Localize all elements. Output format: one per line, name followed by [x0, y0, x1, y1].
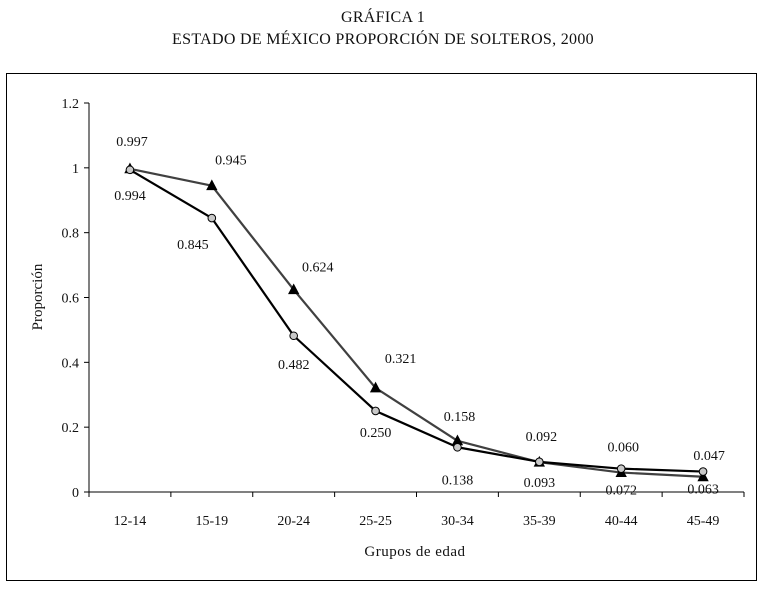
circle-marker [535, 457, 544, 467]
y-tick-label: 0.6 [62, 292, 80, 307]
chart-title: GRÁFICA 1 [340, 9, 426, 26]
data-label: 0.047 [693, 449, 725, 464]
series-lines [129, 167, 704, 478]
data-label: 0.624 [302, 261, 334, 276]
y-tick-label: 0.4 [62, 356, 80, 371]
x-tick-label: 25-25 [359, 514, 392, 529]
x-tick-label: 12-14 [114, 514, 147, 529]
series-line-circle [129, 168, 704, 473]
triangle-marker [206, 179, 218, 191]
data-label: 0.482 [278, 358, 310, 373]
x-tick-label: 40-44 [605, 514, 638, 529]
chart-frame [6, 73, 757, 581]
data-label: 0.158 [444, 410, 476, 425]
circle-marker [616, 464, 626, 473]
data-label: 0.138 [442, 473, 474, 488]
data-label: 0.845 [177, 238, 209, 253]
circle-marker [698, 467, 708, 476]
series-line-triangle [129, 167, 704, 478]
triangle-marker [369, 381, 382, 393]
y-tick-label: 0 [72, 486, 79, 501]
circle-marker [453, 442, 462, 452]
x-tick-label: 20-24 [277, 514, 310, 529]
axes: 0 0.2 0.4 0.6 0.8 1 1.2 12-14 15-19 20-24 25-25 30-… [62, 97, 745, 529]
triangle-marker [697, 470, 709, 482]
chart-subtitle: ESTADO DE MÉXICO PROPORCIÓN DE SOLTEROS,… [172, 31, 594, 48]
y-tick-label: 0.8 [62, 227, 80, 242]
x-tick-label: 30-34 [441, 514, 474, 529]
circle-marker [371, 406, 380, 416]
data-label: 0.093 [524, 476, 556, 491]
x-axis-label: Grupos de edad [364, 544, 465, 560]
data-label: 0.063 [687, 483, 719, 498]
x-tick-label: 15-19 [195, 514, 228, 529]
circle-marker [289, 331, 298, 341]
data-label: 0.250 [360, 426, 392, 441]
series-markers [124, 162, 709, 482]
x-tick-label: 45-49 [687, 514, 720, 529]
y-axis-label: Proporción [30, 263, 46, 330]
y-tick-label: 1 [72, 162, 79, 177]
data-label: 0.945 [215, 154, 247, 169]
triangle-marker [288, 283, 300, 295]
x-tick-label: 35-39 [523, 514, 556, 529]
data-label: 0.321 [385, 352, 417, 367]
circle-marker [125, 165, 135, 175]
data-label: 0.060 [607, 441, 639, 456]
data-label: 0.072 [605, 484, 637, 499]
y-tick-label: 0.2 [62, 421, 80, 436]
data-label: 0.997 [116, 135, 148, 150]
circle-marker [207, 213, 217, 223]
y-tick-label: 1.2 [62, 97, 80, 112]
data-label: 0.994 [114, 189, 146, 204]
data-labels: 0.994 0.845 0.482 0.250 0.138 0.093 0.072 0.063… [114, 135, 725, 499]
data-label: 0.092 [526, 430, 558, 445]
